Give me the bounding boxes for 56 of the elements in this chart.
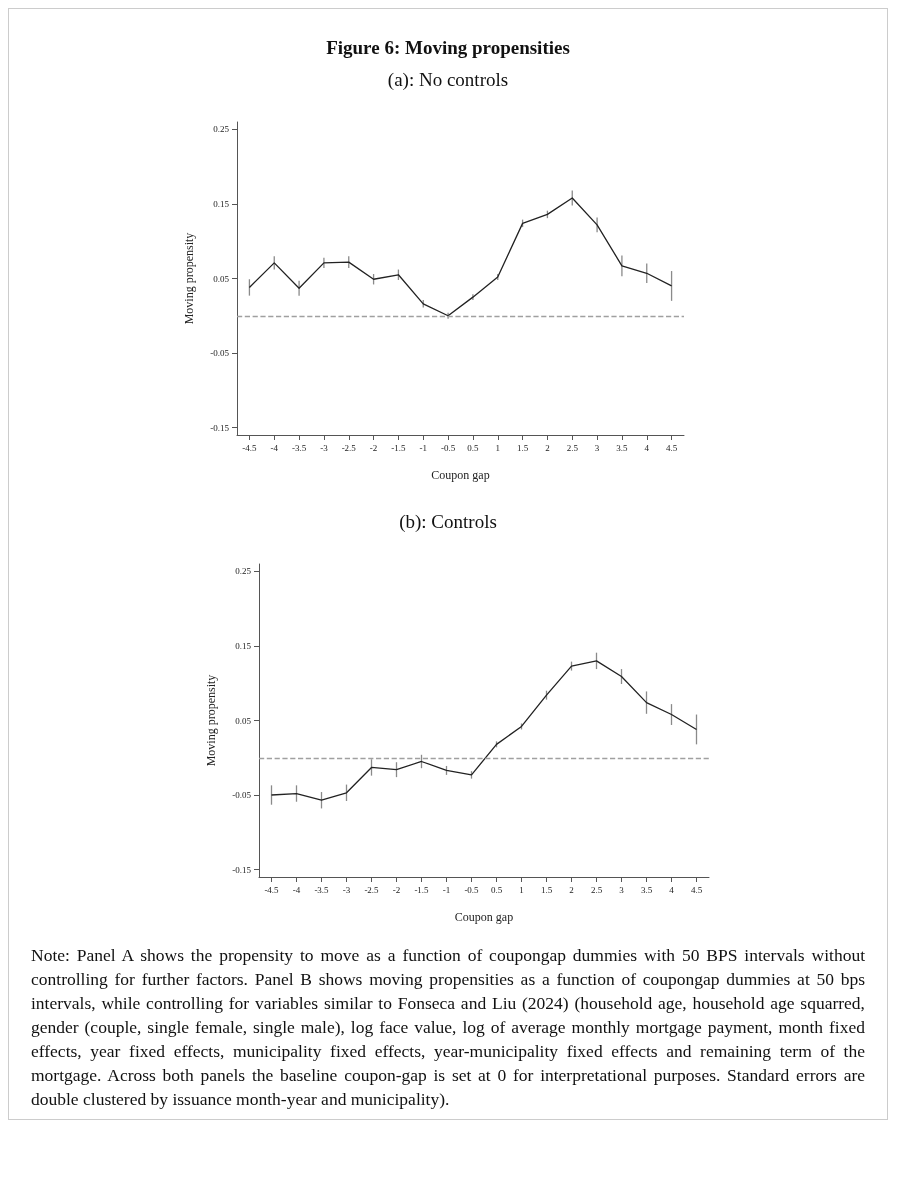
- x-axis-title: Coupon gap: [454, 910, 514, 924]
- x-tick-label: -3: [320, 442, 329, 453]
- x-tick-label: 1: [519, 884, 524, 895]
- x-tick-label: 4: [644, 442, 650, 453]
- x-tick-label: -2: [392, 884, 401, 895]
- x-tick-label: 0.5: [467, 442, 480, 453]
- x-tick-label: 2: [569, 884, 574, 895]
- x-tick-label: -4: [270, 442, 279, 453]
- x-tick-label: 4.5: [690, 884, 703, 895]
- y-tick-label: 0.05: [235, 715, 252, 726]
- y-tick-label: -0.05: [232, 790, 252, 801]
- x-tick-label: -1: [419, 442, 427, 453]
- y-axis-title: Moving propensity: [204, 674, 218, 767]
- text: Note: Panel A shows the propensity to move as a function of coupongap dummies with 50 BPS intervals without controlling for further factors. Panel B shows moving propensities as a function of coupongap dummies at 50 bps intervals, while controlling for variables similar to Fonseca and Liu (2024) (household age, household age squarred, gender (couple, single female, single male), log face value, log of average monthly mortgage payment, month fixed effects, year fixed effects, municipality fixed effects, year-municipality fixed effects and remaining term of the mortgage. Across both panels the baseline coupon-gap is set at 0 for interpretational purposes. Standard errors are double clustered by issuance month-year and municipality).: [31, 944, 865, 1111]
- y-tick-label: 0.05: [213, 273, 230, 284]
- x-tick-label: 2.5: [566, 442, 579, 453]
- y-axis-title: Moving propensity: [182, 232, 196, 325]
- x-tick-label: 1.5: [540, 884, 553, 895]
- x-tick-label: 3: [619, 884, 625, 895]
- line-series: [248, 197, 673, 317]
- x-tick-label: 3.5: [640, 884, 653, 895]
- x-tick-label: -3.5: [291, 442, 307, 453]
- x-tick-label: -4.5: [264, 884, 280, 895]
- chart-subtitle: (b): Controls: [398, 511, 498, 533]
- x-tick-label: 3.5: [616, 442, 629, 453]
- chart-title: Figure 6: Moving propensities: [325, 37, 571, 59]
- x-tick-label: 3: [594, 442, 600, 453]
- y-tick-label: -0.05: [210, 348, 230, 359]
- y-tick-label: 0.15: [213, 198, 230, 209]
- x-tick-label: 1.5: [516, 442, 529, 453]
- y-tick-label: -0.15: [232, 864, 252, 875]
- x-tick-label: -3.5: [314, 884, 330, 895]
- x-tick-label: -0.5: [440, 442, 456, 453]
- x-tick-label: 1: [495, 442, 500, 453]
- x-tick-label: -4.5: [242, 442, 258, 453]
- x-tick-label: -2: [369, 442, 378, 453]
- y-tick-label: 0.25: [213, 124, 230, 135]
- x-tick-label: -1: [442, 884, 451, 895]
- x-tick-label: -0.5: [464, 884, 480, 895]
- x-tick-label: 2.5: [590, 884, 603, 895]
- x-tick-label: -2.5: [341, 442, 357, 453]
- x-tick-label: 4.5: [665, 442, 678, 453]
- x-tick-label: 4: [669, 884, 675, 895]
- chart-subtitle: (a): No controls: [386, 69, 510, 91]
- y-tick-label: -0.15: [210, 422, 230, 433]
- line-series: [270, 660, 698, 801]
- x-axis-title: Coupon gap: [431, 468, 490, 482]
- y-tick-label: 0.15: [235, 640, 252, 651]
- x-tick-label: 0.5: [490, 884, 503, 895]
- x-tick-label: -3: [342, 884, 351, 895]
- x-tick-label: -1.5: [414, 884, 430, 895]
- y-tick-label: 0.25: [235, 566, 252, 577]
- x-tick-label: -1.5: [391, 442, 407, 453]
- x-tick-label: -4: [292, 884, 301, 895]
- x-tick-label: 2: [545, 442, 550, 453]
- x-tick-label: -2.5: [364, 884, 380, 895]
